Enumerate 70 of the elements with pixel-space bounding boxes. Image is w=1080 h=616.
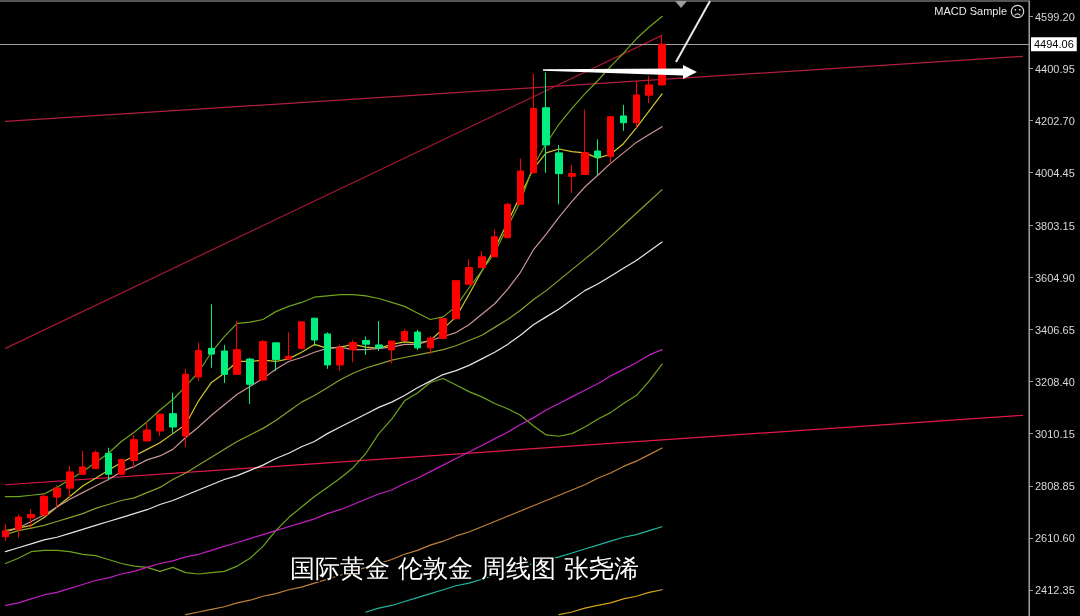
candlestick — [568, 164, 576, 194]
candlestick — [156, 413, 164, 437]
candlestick — [517, 157, 524, 205]
candlestick — [118, 459, 125, 475]
candlestick — [427, 335, 434, 355]
candlestick — [465, 258, 473, 285]
y-tick-label: 3604.90 — [1035, 271, 1075, 284]
candlestick — [272, 342, 280, 372]
candlestick — [620, 104, 627, 132]
candlestick — [439, 317, 447, 339]
candlestick — [233, 320, 241, 375]
candlestick — [27, 508, 35, 529]
candlestick — [581, 108, 589, 175]
candlestick — [40, 493, 48, 516]
candlestick — [375, 320, 383, 352]
y-tick-label: 2808.85 — [1035, 480, 1075, 493]
candlestick — [221, 344, 228, 384]
candlestick — [324, 331, 331, 370]
y-tick-label: 4400.95 — [1035, 62, 1075, 75]
candlestick — [66, 465, 74, 498]
candlestick — [349, 339, 357, 363]
ref-line-label: 4494.06 — [1034, 38, 1074, 51]
text: MACD Sample — [934, 4, 1008, 17]
candlestick — [285, 331, 292, 360]
candlestick — [15, 513, 22, 539]
candlestick — [414, 329, 421, 351]
candlestick — [594, 138, 601, 176]
candlestick — [130, 434, 138, 470]
candlestick — [143, 421, 151, 442]
y-tick-label: 2610.60 — [1035, 532, 1075, 545]
candlestick — [542, 72, 550, 174]
candlestick — [645, 75, 653, 104]
candlestick — [607, 115, 614, 165]
y-tick-label: 3803.15 — [1035, 219, 1075, 232]
line-series — [4, 241, 663, 553]
y-tick-label: 4004.45 — [1035, 166, 1075, 179]
candlestick — [388, 340, 395, 365]
candlestick — [92, 449, 99, 470]
candlestick — [336, 343, 344, 372]
candlestick — [362, 336, 370, 356]
candlestick — [105, 447, 112, 481]
candlestick — [633, 80, 640, 129]
line-series — [185, 447, 663, 616]
y-tick-label: 4202.70 — [1035, 114, 1075, 127]
candlestick — [298, 321, 305, 351]
y-tick-label: 2412.35 — [1035, 584, 1075, 597]
y-tick-label: 3208.40 — [1035, 375, 1075, 388]
candlestick — [246, 357, 254, 405]
candlestick — [182, 368, 189, 448]
y-tick-label: 3406.65 — [1035, 323, 1075, 336]
candlestick — [530, 73, 537, 174]
candlestick — [555, 144, 563, 205]
line-series — [558, 589, 663, 616]
y-tick-label: 3010.15 — [1035, 427, 1075, 440]
candlestick — [208, 303, 215, 369]
candlestick — [491, 229, 498, 258]
candlestick — [311, 317, 318, 347]
line-series — [4, 15, 663, 498]
candlestick — [504, 202, 511, 239]
candlestick — [401, 328, 408, 341]
candlestick — [259, 339, 267, 382]
candlestick — [452, 279, 460, 320]
candlestick — [79, 450, 86, 475]
candlestick — [169, 392, 177, 435]
y-tick-label: 4599.20 — [1035, 10, 1075, 23]
line-series — [4, 349, 663, 607]
candlestick — [478, 250, 486, 269]
candlestick — [53, 484, 61, 509]
candlestick — [2, 523, 9, 542]
candlestick — [195, 342, 202, 382]
